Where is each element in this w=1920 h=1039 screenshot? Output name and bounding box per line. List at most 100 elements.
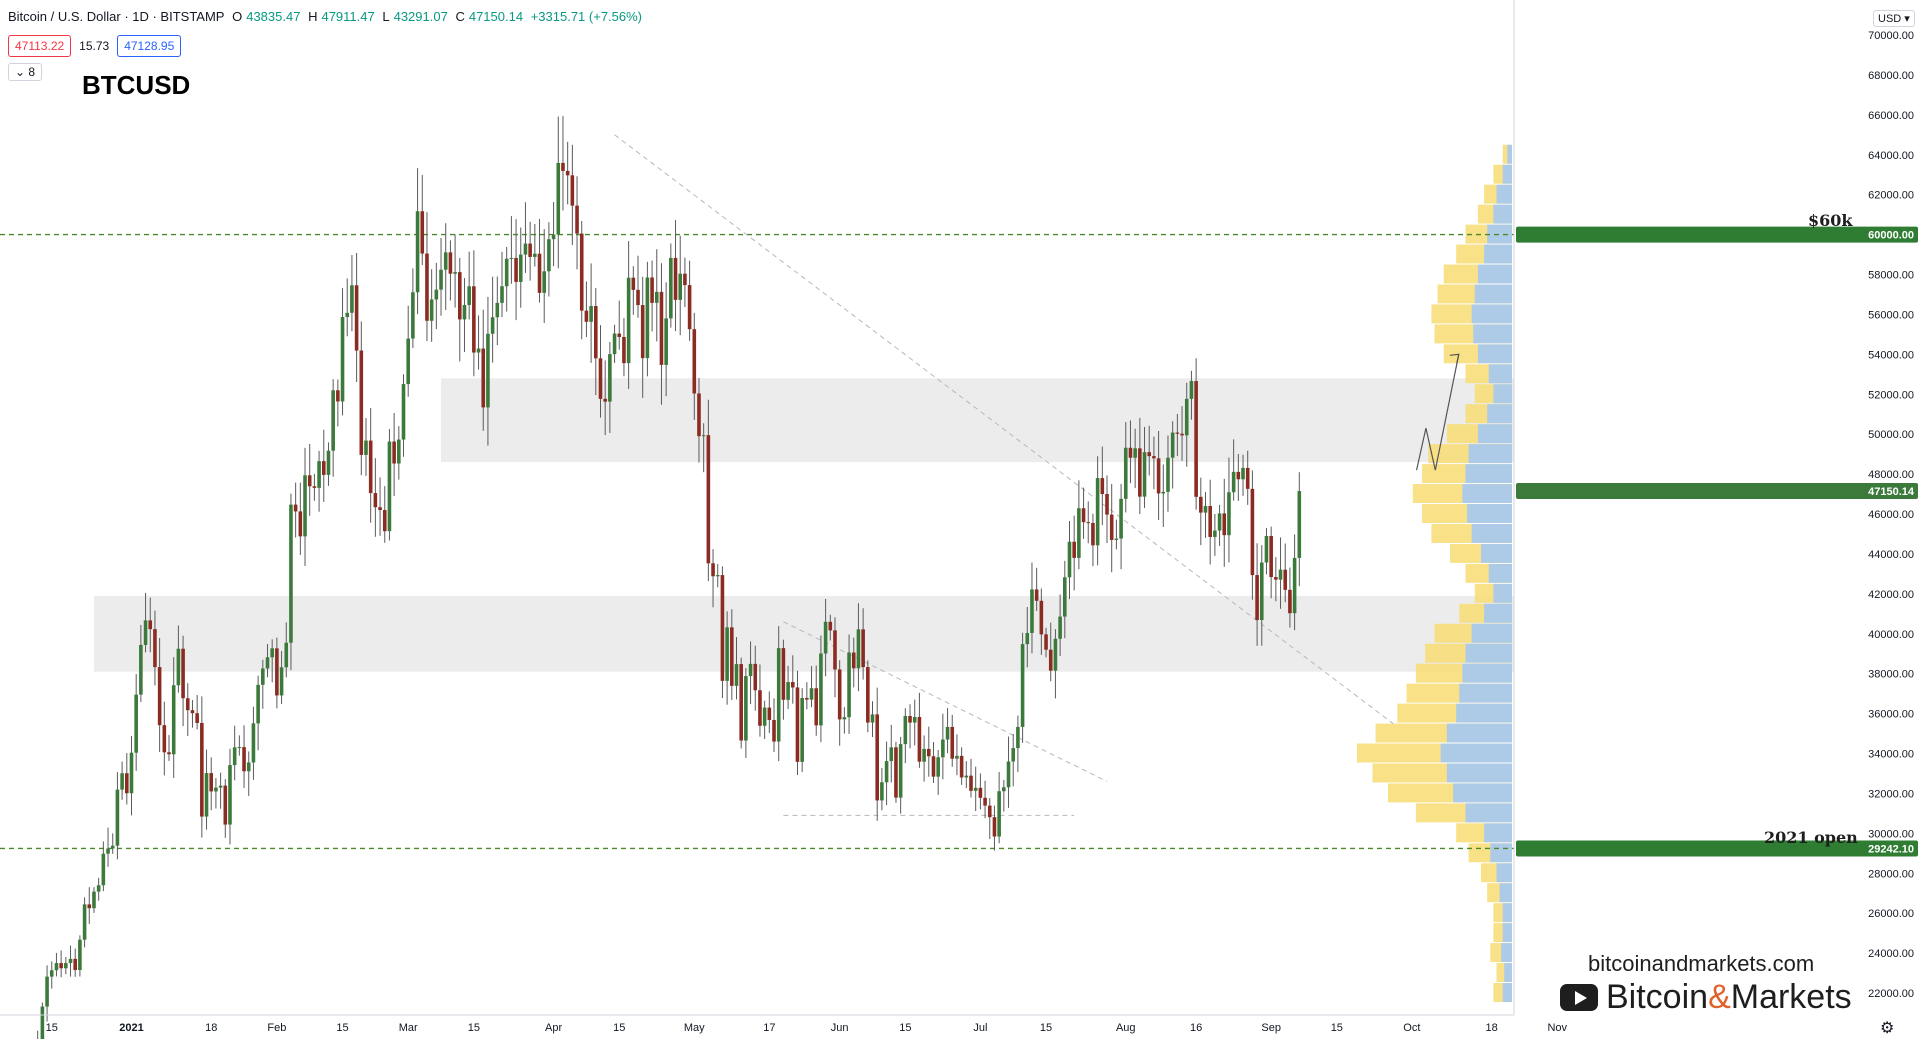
candle xyxy=(626,241,631,389)
candle xyxy=(514,219,518,321)
candle xyxy=(767,691,772,733)
candle xyxy=(776,626,781,762)
candle xyxy=(368,408,373,523)
open-2021-label: 2021 open xyxy=(1764,828,1858,847)
candle-body xyxy=(284,642,289,668)
candle-body xyxy=(78,939,82,971)
candle-body xyxy=(1288,589,1292,614)
candle xyxy=(1222,478,1227,567)
candle-body xyxy=(542,271,547,293)
candle-body xyxy=(340,317,345,402)
candle xyxy=(1058,594,1062,657)
candle-body xyxy=(636,289,640,306)
candle-body xyxy=(650,277,654,303)
close-value: 47150.14 xyxy=(468,9,524,24)
candle xyxy=(701,423,706,473)
candle-body xyxy=(1222,513,1227,536)
buy-button[interactable]: 47128.95 xyxy=(117,35,182,57)
trendline-0 xyxy=(614,134,1394,724)
candle xyxy=(73,948,78,977)
candle xyxy=(476,315,481,370)
candle xyxy=(185,683,190,737)
candle xyxy=(448,240,453,301)
candle-body xyxy=(1194,381,1198,497)
candle-body xyxy=(200,722,204,817)
candle xyxy=(64,956,68,975)
candle xyxy=(669,243,673,328)
candle xyxy=(955,734,959,776)
candle-body xyxy=(551,234,556,240)
candle-body xyxy=(1278,569,1283,580)
candle xyxy=(659,263,664,405)
candle-body xyxy=(1138,448,1142,497)
candle-body xyxy=(495,302,500,318)
volume-profile-row-buy xyxy=(1474,284,1512,304)
candle-body xyxy=(1283,569,1288,590)
candle-body xyxy=(326,450,331,475)
candle xyxy=(1166,435,1170,512)
candle xyxy=(1095,456,1100,566)
candle xyxy=(1016,715,1020,773)
candle xyxy=(1100,446,1105,526)
price-tick-label: 38000.00 xyxy=(1868,669,1914,681)
volume-profile-row-buy xyxy=(1453,783,1512,803)
candle-body xyxy=(894,747,898,798)
candle-body xyxy=(969,775,973,791)
candle xyxy=(612,324,617,363)
candle xyxy=(1245,450,1250,505)
price-tick-label: 64000.00 xyxy=(1868,150,1914,162)
sell-button[interactable]: 47113.22 xyxy=(8,35,72,57)
candle xyxy=(1203,492,1208,538)
candle xyxy=(917,692,922,768)
candle-body xyxy=(87,904,92,909)
candle-body xyxy=(753,663,758,691)
candle-body xyxy=(786,682,790,700)
volume-profile-row-buy xyxy=(1493,204,1512,224)
candle-body xyxy=(401,384,406,440)
candle xyxy=(1138,417,1142,515)
time-tick-label: Sep xyxy=(1261,1022,1281,1034)
candle-body xyxy=(912,716,917,723)
candle-body xyxy=(312,486,317,488)
candle-body xyxy=(800,698,804,762)
candle-body xyxy=(866,667,870,723)
volume-profile-row-buy xyxy=(1493,384,1512,404)
candle xyxy=(941,713,945,780)
time-tick-label: 15 xyxy=(613,1022,625,1034)
candle-body xyxy=(922,748,926,762)
candle-body xyxy=(256,684,260,724)
symbol-pair[interactable]: Bitcoin / U.S. Dollar · 1D · BITSTAMP xyxy=(8,9,225,24)
time-tick-label: Mar xyxy=(399,1022,418,1034)
gear-icon[interactable]: ⚙ xyxy=(1880,1020,1895,1037)
candle xyxy=(594,287,598,396)
candle xyxy=(1208,479,1212,565)
currency-select[interactable]: USD ▾ xyxy=(1873,10,1915,27)
candle-body xyxy=(851,652,856,669)
indicators-toggle[interactable]: ⌄ 8 xyxy=(8,63,43,81)
candle-body xyxy=(1227,492,1231,536)
candle-body xyxy=(1086,522,1091,524)
candle-body xyxy=(880,782,884,801)
candle xyxy=(167,735,171,761)
volume-profile-row-buy xyxy=(1440,743,1512,763)
volume-profile-row-buy xyxy=(1465,803,1512,823)
low-value: 43291.07 xyxy=(393,9,448,24)
candle xyxy=(509,216,514,284)
candle xyxy=(561,115,565,211)
candle-body xyxy=(1109,514,1114,540)
candle xyxy=(1227,457,1231,563)
candle-body xyxy=(298,511,303,537)
candle-body xyxy=(120,773,124,790)
candle-body xyxy=(594,306,598,359)
candle-body xyxy=(533,253,537,257)
candle xyxy=(457,257,462,362)
candle xyxy=(1217,504,1222,546)
candle-body xyxy=(490,317,495,334)
candle xyxy=(715,563,720,588)
price-tick-label: 50000.00 xyxy=(1868,429,1914,441)
candle-body xyxy=(185,698,190,711)
candle-body xyxy=(1119,498,1123,539)
change-value: +3315.71 (+7.56%) xyxy=(530,9,643,24)
price-tag-label: 29242.10 xyxy=(1868,843,1914,855)
